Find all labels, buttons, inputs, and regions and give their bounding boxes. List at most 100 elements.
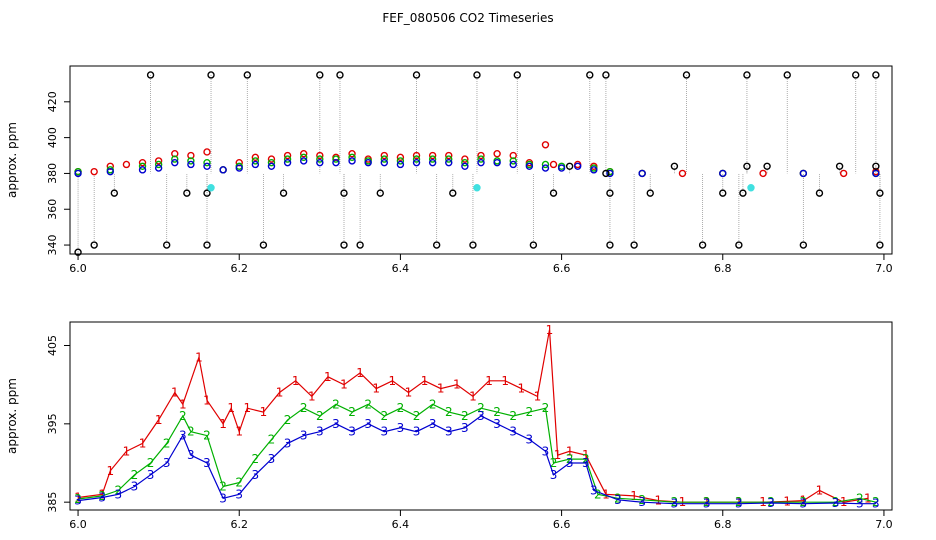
x-tick-label: 6.6: [553, 518, 571, 531]
scatter-point-black: [719, 189, 727, 197]
scatter-point-blue: [872, 169, 880, 178]
scatter-point-blue: [428, 158, 437, 167]
scatter-point-black: [203, 241, 211, 249]
series-marker-3: 3: [445, 425, 453, 439]
series-marker-1: 1: [534, 389, 542, 403]
scatter-point-black: [763, 162, 771, 170]
series-marker-1: 1: [308, 389, 316, 403]
series-marker-1: 1: [123, 444, 131, 458]
series-marker-3: 3: [332, 417, 340, 431]
scatter-point-green: [187, 157, 195, 165]
series-marker-1: 1: [546, 323, 554, 337]
series-marker-2: 2: [872, 495, 880, 509]
scatter-point-black: [279, 189, 288, 197]
scatter-point-black: [872, 162, 880, 170]
x-tick-label: 6.2: [230, 262, 248, 275]
scatter-point-green: [203, 158, 211, 167]
series-marker-1: 1: [139, 436, 147, 450]
scatter-point-green: [380, 155, 388, 163]
scatter-point-black: [110, 189, 119, 197]
series-marker-1: 1: [501, 374, 509, 388]
scatter-point-blue: [348, 157, 356, 165]
scatter-point-black: [872, 71, 880, 79]
series-marker-3: 3: [582, 456, 590, 470]
scatter-point-red: [445, 151, 453, 160]
series-marker-1: 1: [179, 397, 187, 411]
scatter-point-red: [541, 141, 550, 149]
scatter-point-blue: [154, 164, 163, 172]
scatter-point-red: [348, 150, 356, 158]
series-marker-2: 2: [767, 495, 775, 509]
series-marker-3: 3: [550, 468, 558, 482]
series-marker-2: 2: [364, 397, 372, 411]
x-tick-label: 6.2: [230, 518, 248, 531]
scatter-point-black: [513, 71, 521, 79]
series-marker-3: 3: [413, 425, 421, 439]
series-marker-1: 1: [106, 464, 114, 478]
scatter-point-black: [852, 71, 860, 79]
scatter-point-red: [283, 151, 292, 160]
bottom-line-panel: approx. ppm 6.0 6.2 6.4 6.6 6.8 7.0 385 395 405…: [5, 321, 893, 531]
scatter-point-black: [449, 189, 457, 197]
scatter-point-black: [259, 241, 268, 249]
series-marker-1: 1: [405, 386, 413, 400]
scatter-point-black: [336, 71, 344, 79]
series-marker-3: 3: [800, 497, 808, 511]
series-marker-2: 2: [856, 491, 864, 505]
series-marker-2: 2: [703, 495, 711, 509]
x-tick-label: 6.4: [392, 262, 410, 275]
scatter-point-black: [473, 71, 481, 79]
series-marker-2: 2: [735, 495, 743, 509]
series-marker-3: 3: [300, 429, 308, 443]
series-marker-2: 2: [115, 483, 123, 497]
series-marker-2: 2: [477, 401, 485, 415]
scatter-point-green: [348, 153, 356, 162]
scatter-point-black: [183, 189, 191, 197]
series-marker-2: 2: [284, 413, 292, 427]
series-marker-2: 2: [614, 491, 622, 505]
scatter-point-black: [469, 241, 477, 249]
series-marker-3: 3: [461, 421, 469, 435]
series-marker-3: 3: [131, 480, 139, 494]
series-marker-3: 3: [735, 497, 743, 511]
figure-title: FEF_080506 CO2 Timeseries: [382, 11, 553, 25]
series-marker-3: 3: [493, 417, 501, 431]
y-tick-label: 420: [46, 91, 59, 112]
series-marker-3: 3: [235, 487, 243, 501]
x-tick-label: 7.0: [875, 518, 893, 531]
series-marker-2: 2: [671, 495, 679, 509]
scatter-point-black: [698, 241, 707, 249]
series-marker-3: 3: [671, 497, 679, 511]
series-marker-3: 3: [364, 417, 372, 431]
scatter-point-black: [743, 71, 751, 79]
scatter-point-blue: [332, 158, 340, 167]
scatter-point-black: [606, 189, 614, 197]
bottom-plot-frame: [69, 321, 893, 511]
series-marker-1: 1: [840, 495, 848, 509]
scatter-point-blue: [461, 162, 469, 170]
scatter-point-cyan: [747, 184, 755, 192]
x-tick-label: 6.8: [714, 262, 732, 275]
scatter-point-green: [316, 155, 324, 163]
series-marker-1: 1: [155, 413, 163, 427]
scatter-point-green: [251, 157, 260, 165]
series-marker-2: 2: [131, 468, 139, 482]
scatter-point-green: [332, 155, 340, 163]
scatter-point-green: [477, 155, 485, 163]
series-marker-1: 1: [602, 487, 610, 501]
scatter-point-red: [549, 160, 558, 169]
series-marker-1: 1: [219, 417, 227, 431]
scatter-point-green: [461, 158, 469, 167]
series-marker-3: 3: [115, 487, 123, 501]
scatter-point-blue: [187, 160, 195, 169]
series-marker-1: 1: [800, 494, 808, 508]
scatter-point-blue: [509, 160, 517, 169]
series-marker-1: 1: [437, 382, 445, 396]
scatter-point-cyan: [207, 184, 215, 192]
scatter-point-black: [586, 71, 594, 79]
series-marker-2: 2: [203, 429, 211, 443]
series-marker-2: 2: [526, 405, 534, 419]
series-marker-1: 1: [453, 378, 461, 392]
scatter-point-blue: [171, 158, 179, 167]
